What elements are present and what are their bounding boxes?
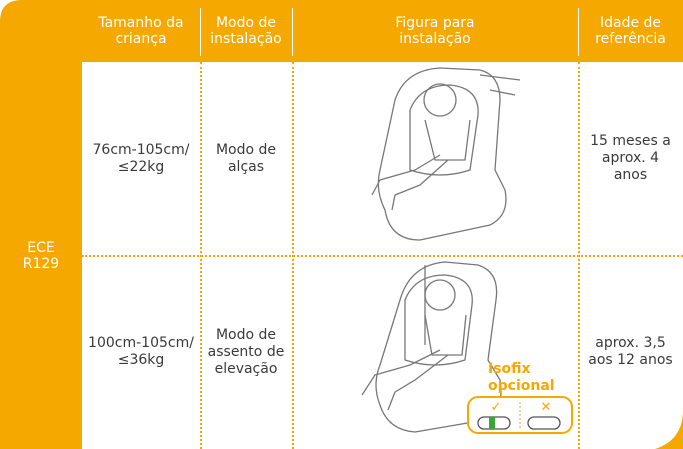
mode-cell: Modo de assento de elevação [207, 326, 285, 377]
header-cell: Idade de referência [595, 15, 666, 47]
isofix-label: Isofix opcional [488, 361, 555, 394]
age-cell: 15 meses a aprox. 4 anos [590, 133, 671, 183]
isofix-no: ✕ [540, 399, 552, 415]
group-label: ECE R129 [22, 239, 60, 272]
header-cell: Tamanho da criança [98, 15, 184, 47]
isofix-yes: ✓ [490, 399, 502, 415]
mode-cell: Modo de alças [215, 141, 277, 175]
header-cell: Modo de instalação [210, 15, 282, 47]
header-cell: Figura para instalação [395, 15, 475, 47]
size-cell: 100cm-105cm/ ≤36kg [88, 335, 194, 368]
age-cell: aprox. 3,5 aos 12 anos [588, 335, 673, 368]
size-cell: 76cm-105cm/ ≤22kg [92, 141, 190, 175]
